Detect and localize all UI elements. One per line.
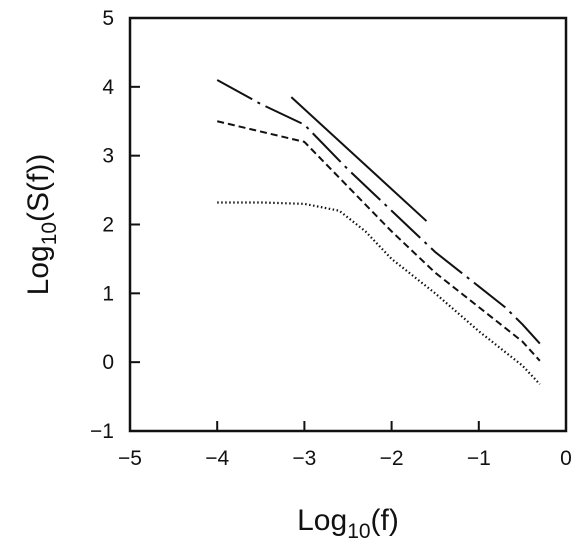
reference-line-1 <box>290 96 428 222</box>
x-tick-label: −2 <box>380 447 404 470</box>
x-tick-label: −3 <box>292 447 316 470</box>
plot-frame <box>128 16 568 433</box>
y-tick-label: 1 <box>102 282 114 305</box>
x-tick-label: −4 <box>205 447 229 470</box>
x-tick-label: −5 <box>118 447 142 470</box>
y-axis-label: Log10(S(f)) <box>22 154 61 296</box>
y-tick-label: 2 <box>102 214 114 237</box>
y-tick-label: 3 <box>102 145 114 168</box>
x-tick-label: 0 <box>560 447 572 470</box>
y-tick-label: 5 <box>102 7 114 30</box>
y-tick-label: −1 <box>90 420 114 443</box>
x-axis-label: Log10(f) <box>297 504 399 543</box>
series-line-1 <box>216 79 541 345</box>
series-line-3 <box>217 201 541 385</box>
y-tick-label: 0 <box>102 351 114 374</box>
series-line-2 <box>216 120 541 362</box>
x-tick-label: −1 <box>467 447 491 470</box>
y-tick-label: 4 <box>102 76 114 99</box>
